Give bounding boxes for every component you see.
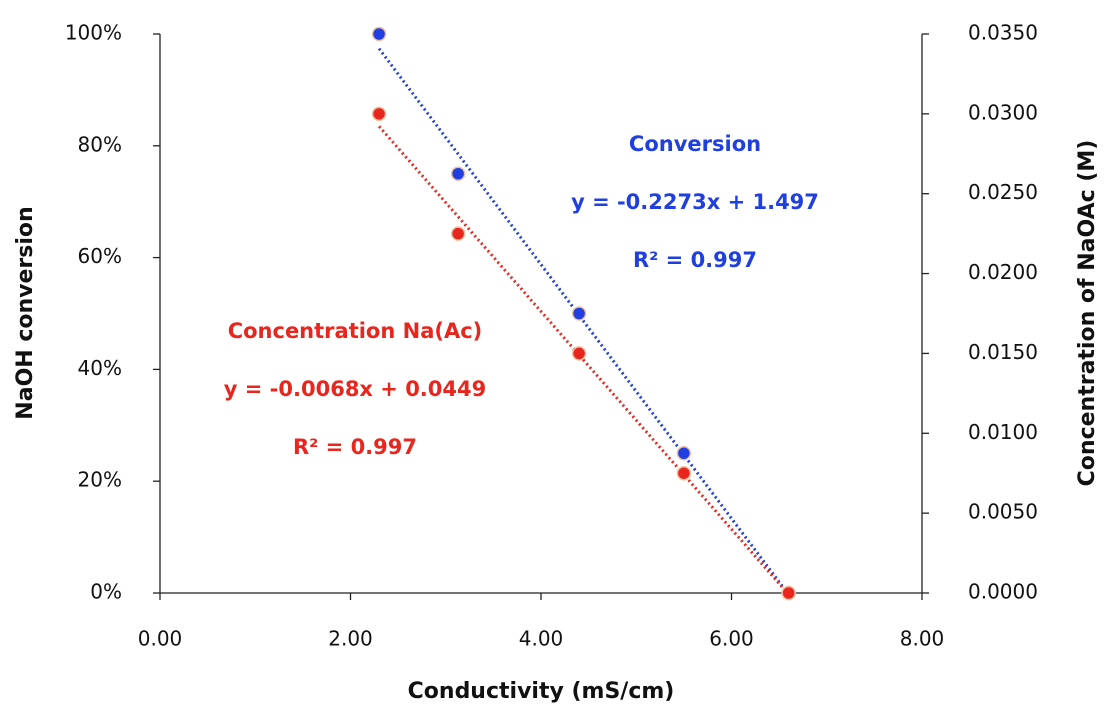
y2-tick-label: 0.0150 [968,340,1038,364]
y2-tick-label: 0.0300 [968,100,1038,124]
y2-tick-label: 0.0250 [968,180,1038,204]
point [371,106,387,122]
annotation: R² = 0.997 [293,435,417,459]
x-tick-label: 2.00 [328,627,373,651]
y-tick-label: 100% [65,21,122,45]
point [371,26,387,42]
x-tick-label: 0.00 [138,627,183,651]
point [450,166,466,181]
point [676,446,692,461]
annotation: R² = 0.997 [633,248,757,272]
y2-tick-label: 0.0100 [968,420,1038,444]
y2-tick-label: 0.0000 [968,580,1038,604]
x-tick-label: 8.00 [900,627,945,651]
x-tick-label: 4.00 [519,627,564,651]
series-label: Concentration Na(Ac) [228,319,483,343]
point [571,346,587,361]
y2-axis-label: Concentration of NaOAc (M) [1075,140,1100,487]
y-tick-label: 80% [78,132,122,156]
annotation: y = -0.2273x + 1.497 [571,190,819,214]
series-label: Conversion [629,132,761,156]
y-axis-label: NaOH conversion [13,206,38,419]
y2-tick-label: 0.0350 [968,21,1038,45]
x-tick-label: 6.00 [709,627,754,651]
annotation: y = -0.0068x + 0.0449 [224,377,486,401]
y-tick-label: 0% [90,580,122,604]
y2-tick-label: 0.0050 [968,500,1038,524]
y2-tick-label: 0.0200 [968,260,1038,284]
point [571,306,587,321]
trendline [377,125,790,596]
y-tick-label: 20% [78,468,122,492]
x-axis-label: Conductivity (mS/cm) [408,679,675,704]
trendline [377,47,790,596]
y-tick-label: 40% [78,356,122,380]
point [781,585,796,601]
point [676,465,692,481]
point [450,226,466,241]
y-tick-label: 60% [78,244,122,268]
